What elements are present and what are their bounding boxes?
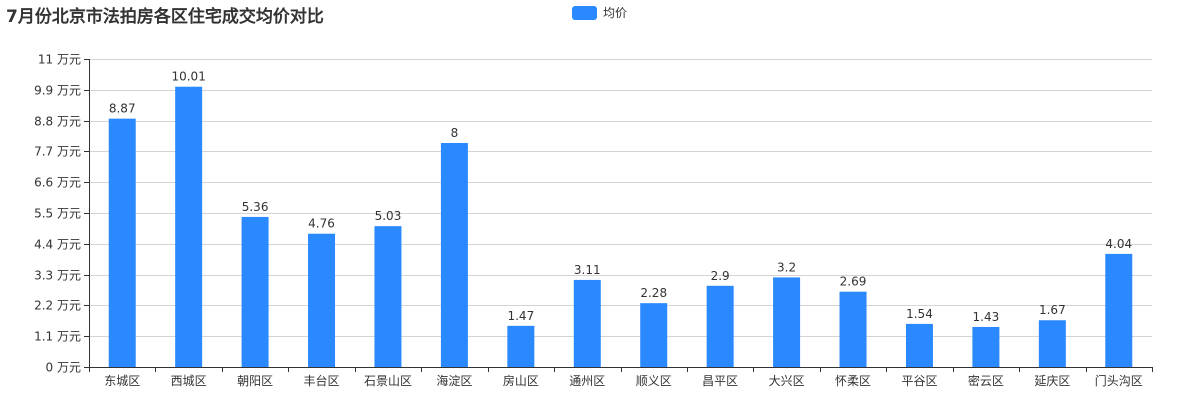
bar — [972, 326, 1000, 367]
x-tick-label: 通州区 — [569, 374, 605, 388]
x-tick-label: 平谷区 — [901, 374, 937, 388]
data-label: 8.87 — [109, 102, 136, 116]
x-tick-label: 昌平区 — [702, 374, 738, 388]
data-label: 8 — [451, 126, 459, 140]
data-label: 4.76 — [308, 217, 335, 231]
y-tick-label: 1.1 万元 — [34, 330, 81, 344]
bar — [374, 226, 402, 367]
chart-title: 7月份北京市法拍房各区住宅成交均价对比 — [6, 7, 324, 27]
y-tick-label: 7.7 万元 — [34, 145, 81, 159]
x-tick-label: 东城区 — [104, 374, 140, 388]
data-label: 1.47 — [507, 309, 534, 323]
data-label: 1.54 — [906, 307, 933, 321]
x-tick-label: 延庆区 — [1034, 374, 1070, 388]
legend-label: 均价 — [603, 6, 628, 20]
bar — [706, 285, 734, 367]
y-tick-label: 3.3 万元 — [34, 269, 81, 283]
data-label: 1.67 — [1039, 303, 1066, 317]
y-tick-label: 0 万元 — [46, 361, 81, 375]
y-tick-label: 2.2 万元 — [34, 299, 81, 313]
bar — [1105, 253, 1133, 367]
y-tick-label: 11 万元 — [38, 53, 81, 67]
bar — [175, 86, 203, 367]
y-tick-label: 6.6 万元 — [34, 176, 81, 190]
legend-swatch — [572, 5, 597, 20]
data-label: 2.28 — [640, 286, 667, 300]
bar — [640, 303, 668, 367]
x-tick-label: 海淀区 — [436, 373, 472, 388]
x-tick-label: 大兴区 — [769, 374, 805, 388]
x-tick-label: 西城区 — [171, 374, 207, 388]
y-tick-label: 4.4 万元 — [34, 238, 81, 252]
data-label: 3.11 — [574, 263, 601, 277]
x-tick-label: 门头沟区 — [1095, 373, 1143, 388]
bar — [905, 323, 933, 367]
data-label: 4.04 — [1105, 237, 1132, 251]
data-label: 2.9 — [711, 269, 730, 283]
bar — [241, 216, 269, 367]
bar — [773, 277, 801, 367]
x-tick-label: 丰台区 — [304, 373, 340, 388]
x-tick-label: 朝阳区 — [237, 374, 273, 388]
y-tick-label: 9.9 万元 — [34, 84, 81, 98]
x-tick-label: 顺义区 — [636, 374, 672, 388]
data-label: 5.36 — [242, 200, 269, 214]
legend[interactable]: 均价 — [572, 4, 627, 21]
data-label: 3.2 — [777, 260, 796, 274]
data-label: 2.69 — [840, 275, 867, 289]
bar — [507, 325, 535, 367]
bar — [573, 279, 601, 367]
data-label: 1.43 — [973, 310, 1000, 324]
y-tick-label: 5.5 万元 — [34, 207, 81, 221]
bar — [308, 233, 336, 367]
bar — [839, 291, 867, 367]
bar — [108, 118, 136, 367]
bar — [1038, 320, 1066, 367]
x-tick-label: 怀柔区 — [835, 374, 871, 388]
x-tick-label: 房山区 — [503, 373, 539, 388]
x-tick-label: 石景山区 — [364, 374, 412, 388]
data-label: 5.03 — [375, 209, 402, 223]
bar — [440, 143, 468, 367]
x-tick-label: 密云区 — [968, 373, 1004, 388]
y-tick-label: 8.8 万元 — [34, 115, 81, 129]
data-label: 10.01 — [171, 70, 205, 84]
